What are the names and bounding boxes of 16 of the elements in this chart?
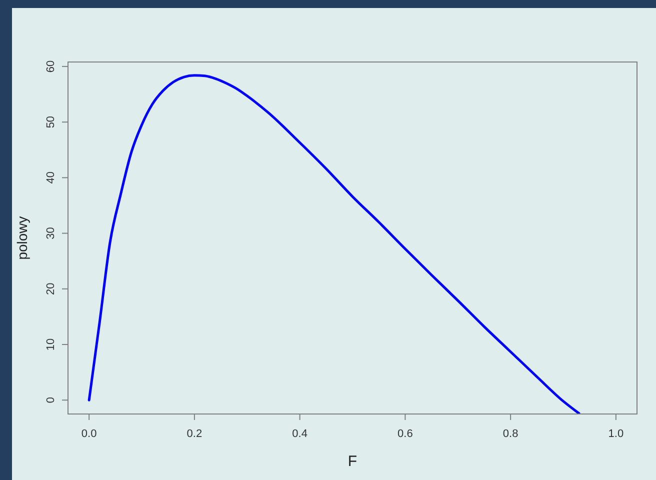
- x-axis-title: F: [348, 453, 358, 470]
- y-tick-label: 50: [45, 116, 57, 128]
- x-tick-label: 0.0: [81, 428, 97, 440]
- x-tick-label: 1.0: [608, 428, 624, 440]
- y-tick-label: 0: [45, 397, 57, 404]
- y-axis-title: polowy: [14, 216, 30, 260]
- y-tick-label: 40: [45, 172, 57, 184]
- y-tick-label: 30: [45, 227, 57, 240]
- x-tick-label: 0.4: [292, 428, 308, 440]
- line-series: [88, 74, 580, 414]
- x-tick-label: 0.2: [186, 428, 202, 440]
- y-tick-label: 10: [45, 338, 57, 351]
- y-tick-label: 20: [45, 282, 57, 296]
- x-tick-label: 0.8: [502, 428, 518, 440]
- x-tick-label: 0.6: [398, 428, 413, 440]
- y-tick-label: 60: [45, 60, 57, 73]
